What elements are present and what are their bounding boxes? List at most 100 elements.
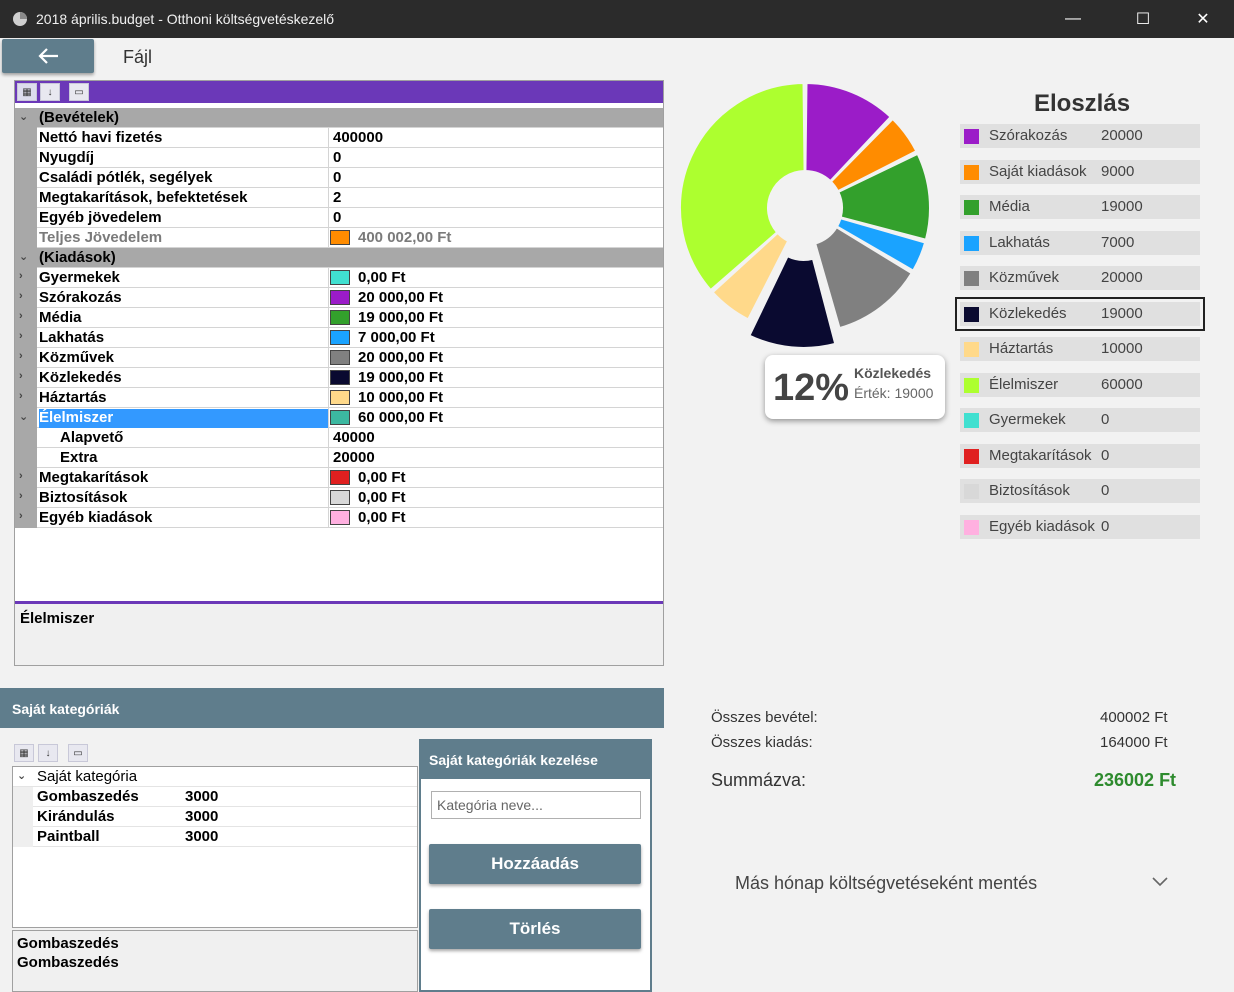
grid-property-row[interactable]: Extra 20000	[15, 448, 663, 468]
legend-item[interactable]: Biztosítások 0	[960, 479, 1200, 503]
property-value[interactable]: 40000	[333, 429, 375, 446]
expand-icon[interactable]: ›	[19, 470, 23, 482]
property-value[interactable]: 0	[333, 169, 342, 186]
custom-category-value[interactable]: 3000	[185, 788, 219, 805]
grid-property-row[interactable]: › Megtakarítások 0,00 Ft	[15, 468, 663, 488]
expand-icon[interactable]: ›	[19, 270, 23, 282]
legend-item[interactable]: Lakhatás 7000	[960, 230, 1200, 255]
expand-icon[interactable]: ›	[19, 290, 23, 302]
legend-item[interactable]: Megtakarítások 0	[960, 443, 1200, 468]
legend-item[interactable]: Háztartás 10000	[960, 337, 1200, 361]
pie-slice-média[interactable]	[837, 152, 931, 241]
property-value[interactable]: 20000	[333, 449, 375, 466]
legend-item[interactable]: Média 19000	[960, 195, 1200, 219]
expand-icon[interactable]: ›	[19, 510, 23, 522]
property-value[interactable]: 19 000,00 Ft	[358, 309, 444, 326]
property-value[interactable]: 7 000,00 Ft	[358, 329, 435, 346]
pie-slice-saját-kiadások[interactable]	[829, 117, 918, 193]
grid-property-row[interactable]: Nettó havi fizetés 400000	[15, 128, 663, 148]
balance-value: 236002 Ft	[1094, 770, 1177, 790]
property-value[interactable]: 20 000,00 Ft	[358, 289, 444, 306]
property-value[interactable]: 0,00 Ft	[358, 489, 406, 506]
close-button[interactable]: ✕	[1180, 0, 1226, 38]
collapse-icon[interactable]: ⌄	[19, 411, 29, 423]
property-name: Gyermekek	[39, 269, 120, 286]
legend-item[interactable]: Egyéb kiadások 0	[960, 514, 1200, 539]
alphabetical-sort-icon[interactable]: ↓	[40, 83, 60, 101]
legend-item[interactable]: Közművek 20000	[960, 266, 1200, 290]
property-value[interactable]: 0	[333, 209, 342, 226]
property-value[interactable]: 20 000,00 Ft	[358, 349, 444, 366]
custom-category-value[interactable]: 3000	[185, 808, 219, 825]
legend-item[interactable]: Közlekedés 19000	[955, 296, 1205, 331]
add-category-button[interactable]: Hozzáadás	[429, 844, 641, 884]
expand-icon[interactable]: ›	[19, 490, 23, 502]
grid-property-row[interactable]: › Gyermekek 0,00 Ft	[15, 268, 663, 288]
delete-category-button[interactable]: Törlés	[429, 909, 641, 949]
grid-property-row[interactable]: › Egyéb kiadások 0,00 Ft	[15, 508, 663, 528]
custom-category-value[interactable]: 3000	[185, 828, 219, 845]
custom-category-row[interactable]: Gombaszedés 3000	[13, 787, 417, 807]
grid-property-row[interactable]: › Szórakozás 20 000,00 Ft	[15, 288, 663, 308]
custom-category-row[interactable]: Paintball 3000	[13, 827, 417, 847]
minimize-button[interactable]: —	[1050, 0, 1096, 38]
property-value[interactable]: 0	[333, 149, 342, 166]
custom-category-row[interactable]: Kirándulás 3000	[13, 807, 417, 827]
grid-property-row[interactable]: Nyugdíj 0	[15, 148, 663, 168]
grid-property-row[interactable]: Teljes Jövedelem 400 002,00 Ft	[15, 228, 663, 248]
save-as-other-month-expander[interactable]: Más hónap költségvetéseként mentés	[700, 862, 1190, 902]
back-button[interactable]	[2, 39, 94, 73]
property-value[interactable]: 0,00 Ft	[358, 509, 406, 526]
pie-slice-közlekedés[interactable]	[748, 254, 837, 349]
property-value[interactable]: 60 000,00 Ft	[358, 409, 444, 426]
grid-property-row[interactable]: › Média 19 000,00 Ft	[15, 308, 663, 328]
pie-slice-közművek[interactable]	[813, 225, 914, 330]
expand-icon[interactable]: ›	[19, 330, 23, 342]
expand-icon[interactable]: ›	[19, 310, 23, 322]
property-value[interactable]: 400 002,00 Ft	[358, 229, 452, 246]
grid-property-row[interactable]: Alapvető 40000	[15, 428, 663, 448]
categorized-view-icon[interactable]: ▦	[14, 744, 34, 762]
alphabetical-sort-icon[interactable]: ↓	[38, 744, 58, 762]
custom-category-group[interactable]: ⌄ Saját kategória	[13, 767, 417, 787]
expand-icon[interactable]: ›	[19, 370, 23, 382]
collapse-icon[interactable]: ⌄	[19, 251, 29, 263]
legend-item[interactable]: Gyermekek 0	[960, 408, 1200, 432]
grid-property-row[interactable]: ⌄ Élelmiszer 60 000,00 Ft	[15, 408, 663, 428]
grid-property-row[interactable]: › Lakhatás 7 000,00 Ft	[15, 328, 663, 348]
property-pages-icon[interactable]: ▭	[68, 744, 88, 762]
maximize-button[interactable]: ☐	[1120, 0, 1166, 38]
legend-item[interactable]: Saját kiadások 9000	[960, 159, 1200, 184]
file-menu[interactable]: Fájl	[123, 47, 153, 67]
pie-slice-háztartás[interactable]	[711, 231, 790, 321]
category-name-input[interactable]	[431, 791, 641, 819]
legend-value: 19000	[1101, 198, 1143, 215]
grid-property-row[interactable]: › Háztartás 10 000,00 Ft	[15, 388, 663, 408]
expand-icon[interactable]: ›	[19, 350, 23, 362]
property-value[interactable]: 0,00 Ft	[358, 469, 406, 486]
property-value[interactable]: 2	[333, 189, 342, 206]
legend-item[interactable]: Élelmiszer 60000	[960, 372, 1200, 397]
legend-swatch	[964, 519, 979, 535]
property-value[interactable]: 10 000,00 Ft	[358, 389, 444, 406]
grid-property-row[interactable]: › Biztosítások 0,00 Ft	[15, 488, 663, 508]
pie-slice-szórakozás[interactable]	[804, 81, 893, 183]
grid-property-row[interactable]: Családi pótlék, segélyek 0	[15, 168, 663, 188]
legend-value: 7000	[1101, 233, 1135, 251]
grid-property-row[interactable]: Megtakarítások, befektetések 2	[15, 188, 663, 208]
collapse-icon[interactable]: ⌄	[19, 111, 29, 123]
column-separator	[328, 368, 329, 388]
grid-category-row[interactable]: ⌄ (Bevételek)	[15, 108, 663, 128]
categorized-view-icon[interactable]: ▦	[17, 83, 37, 101]
property-value[interactable]: 19 000,00 Ft	[358, 369, 444, 386]
property-value[interactable]: 0,00 Ft	[358, 269, 406, 286]
property-pages-icon[interactable]: ▭	[69, 83, 89, 101]
grid-property-row[interactable]: Egyéb jövedelem 0	[15, 208, 663, 228]
grid-property-row[interactable]: › Közművek 20 000,00 Ft	[15, 348, 663, 368]
pie-slice-élelmiszer[interactable]	[679, 81, 806, 292]
grid-category-row[interactable]: ⌄ (Kiadások)	[15, 248, 663, 268]
expand-icon[interactable]: ›	[19, 390, 23, 402]
grid-property-row[interactable]: › Közlekedés 19 000,00 Ft	[15, 368, 663, 388]
legend-item[interactable]: Szórakozás 20000	[960, 124, 1200, 148]
property-value[interactable]: 400000	[333, 129, 384, 146]
